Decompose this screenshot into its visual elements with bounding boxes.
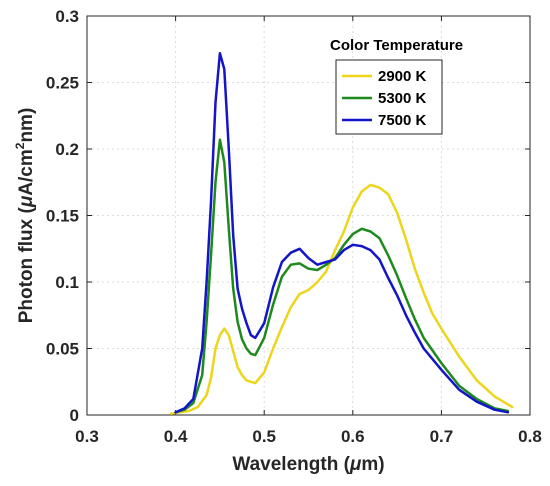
legend-label: 5300 K <box>378 90 427 107</box>
legend-items: 2900 K 5300 K 7500 K <box>342 68 427 129</box>
x-tick-labels: 0.3 0.4 0.5 0.6 0.7 0.8 <box>75 427 542 446</box>
x-tick-label: 0.8 <box>518 427 542 446</box>
y-tick-label: 0.2 <box>55 140 79 159</box>
y-axis-label-prefix: Photon flux ( <box>16 207 37 324</box>
x-tick-label: 0.5 <box>252 427 276 446</box>
y-tick-label: 0.05 <box>46 340 79 359</box>
x-tick-label: 0.3 <box>75 427 99 446</box>
y-tick-label: 0.3 <box>55 7 79 26</box>
y-tick-label: 0 <box>70 406 79 425</box>
series-group <box>169 51 514 415</box>
x-axis-label-prefix: Wavelength ( <box>232 454 350 475</box>
x-tick-label: 0.4 <box>164 427 188 446</box>
legend: Color Temperature 2900 K 5300 K 7500 K <box>330 37 463 135</box>
series-line-2900-k <box>169 183 514 415</box>
y-axis-label-sup: 2 <box>13 142 27 149</box>
y-tick-label: 0.1 <box>55 273 79 292</box>
y-axis-label-suffix: nm) <box>16 108 37 143</box>
y-axis-label-mu: μ <box>16 195 37 208</box>
x-tick-label: 0.6 <box>341 427 365 446</box>
y-tick-label: 0.25 <box>46 74 79 93</box>
x-axis-label-mu: μ <box>349 454 362 475</box>
x-tick-label: 0.7 <box>430 427 454 446</box>
series-line-5300-k <box>174 138 510 414</box>
y-tick-labels: 0 0.05 0.1 0.15 0.2 0.25 0.3 <box>46 7 79 425</box>
grid <box>87 16 530 415</box>
legend-title: Color Temperature <box>330 37 463 54</box>
y-axis-label: Photon flux (μA/cm2nm) <box>13 108 37 324</box>
legend-label: 7500 K <box>378 112 427 129</box>
legend-label: 2900 K <box>378 68 427 85</box>
y-axis-label-mid: A/cm <box>16 149 37 195</box>
series-line-7500-k <box>174 51 510 414</box>
y-tick-label: 0.15 <box>46 207 79 226</box>
legend-box <box>335 59 443 135</box>
x-axis-label-suffix: m) <box>361 454 384 475</box>
x-axis-label: Wavelength (μm) <box>232 454 384 475</box>
tick-marks <box>86 15 531 416</box>
